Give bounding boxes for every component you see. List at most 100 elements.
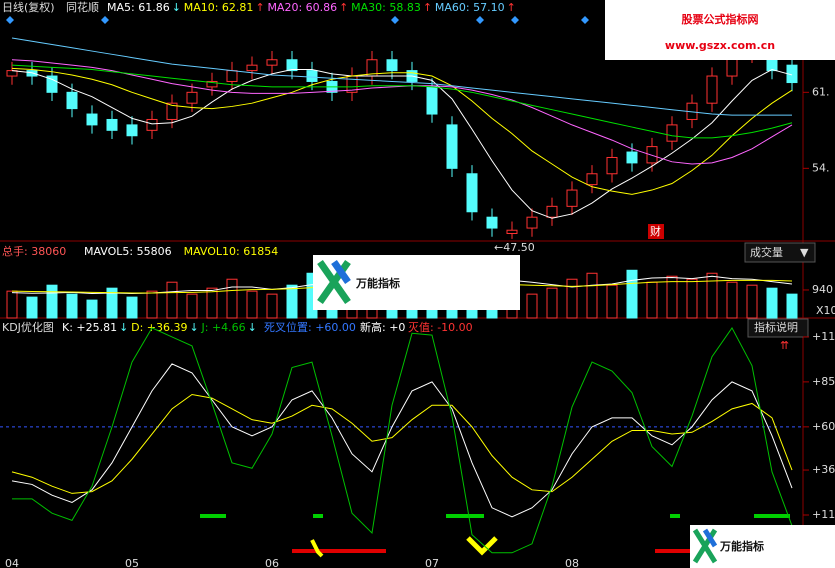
candle-body bbox=[26, 70, 38, 77]
volume-bar bbox=[166, 281, 178, 319]
signal bbox=[466, 536, 498, 556]
candle-body bbox=[246, 64, 258, 72]
volume-bar bbox=[246, 290, 258, 319]
candle-body bbox=[666, 124, 678, 142]
dropdown-icon: ▼ bbox=[800, 246, 809, 259]
y-tick-label: +36 bbox=[812, 463, 835, 476]
logo-text: 万能指标 bbox=[355, 276, 400, 290]
legend-entry: MAVOL5: 55806 bbox=[84, 245, 172, 258]
series-line bbox=[12, 326, 793, 554]
volume-bar bbox=[526, 293, 538, 319]
y-tick-label: +11 bbox=[812, 330, 835, 343]
candle-body bbox=[546, 205, 558, 218]
trend-arrow: ↑ bbox=[507, 1, 516, 14]
volume-bar bbox=[746, 284, 758, 319]
trend-arrow: ↑ bbox=[255, 1, 264, 14]
candle-body bbox=[506, 229, 518, 234]
volume-bar bbox=[206, 287, 218, 319]
logo-icon bbox=[702, 528, 718, 548]
logo-center: 万能指标 bbox=[313, 255, 520, 310]
volume-bar bbox=[226, 278, 238, 319]
trend-arrow: ↓ bbox=[248, 321, 257, 334]
signal-markers bbox=[200, 514, 790, 558]
candle-body bbox=[226, 70, 238, 82]
series-line bbox=[11, 68, 793, 219]
help-button[interactable]: 指标说明 bbox=[747, 318, 809, 338]
button-frame bbox=[747, 318, 809, 338]
legend-entry: MA30: 58.83 bbox=[351, 1, 421, 14]
volume-bar bbox=[6, 290, 18, 319]
legend-entry: MAVOL10: 61854 bbox=[184, 245, 279, 258]
logo-icon bbox=[331, 259, 351, 285]
logo-corner: 万能指标 bbox=[690, 525, 835, 568]
candle-body bbox=[466, 173, 478, 213]
candle-body bbox=[206, 80, 218, 88]
legend-entry: MA10: 62.81 bbox=[184, 1, 254, 14]
button-label: 成交量 bbox=[750, 245, 783, 259]
volume-bar bbox=[646, 281, 658, 319]
candle-body bbox=[606, 156, 618, 175]
candle-body bbox=[146, 118, 158, 131]
x-tick-label: 04 bbox=[5, 557, 19, 568]
x-tick-label: 08 bbox=[565, 557, 579, 568]
candle-body bbox=[106, 118, 118, 131]
series-line bbox=[11, 37, 792, 116]
volume-bar bbox=[786, 293, 798, 319]
annotation: ←47.50 bbox=[494, 241, 535, 254]
volume-bar bbox=[766, 287, 778, 319]
volume-bar bbox=[46, 284, 58, 319]
trend-arrow: ↓ bbox=[172, 1, 181, 14]
signal bbox=[310, 539, 324, 558]
volume-bar bbox=[106, 287, 118, 319]
series-line bbox=[11, 363, 793, 518]
chart-title: 日线(复权) bbox=[2, 0, 55, 14]
series-line bbox=[11, 64, 793, 139]
signal bbox=[655, 549, 695, 553]
candle-body bbox=[486, 216, 498, 229]
candle-body bbox=[646, 146, 658, 164]
diamond bbox=[6, 16, 14, 24]
candle-body bbox=[386, 59, 398, 72]
candle-body bbox=[706, 75, 718, 104]
candle-body bbox=[586, 173, 598, 186]
volume-bar bbox=[706, 272, 718, 319]
legend-entry: J: +4.66 bbox=[201, 321, 246, 334]
volume-bar bbox=[146, 290, 158, 319]
signal bbox=[292, 549, 386, 553]
legend-entry: K: +25.81 bbox=[62, 321, 117, 334]
volume-bar bbox=[286, 284, 298, 319]
legend-entry: MA60: 57.10 bbox=[435, 1, 505, 14]
y-unit: X10 bbox=[816, 304, 835, 317]
candle-body bbox=[306, 70, 318, 82]
legend-entry: MA20: 60.86 bbox=[267, 1, 337, 14]
watermark-url: www.gszx.com.cn bbox=[665, 39, 775, 52]
signal bbox=[754, 514, 790, 518]
signal bbox=[313, 514, 323, 518]
legend-entry: MA5: 61.86 bbox=[107, 1, 170, 14]
volume-bar bbox=[726, 281, 738, 319]
candle-body bbox=[186, 91, 198, 104]
volume-bar bbox=[66, 293, 78, 319]
signal bbox=[446, 514, 484, 518]
candle-body bbox=[166, 102, 178, 120]
dead-cross-label: 死叉位置: +60.00 bbox=[264, 320, 356, 334]
volume-bar bbox=[606, 284, 618, 319]
volume-bar bbox=[586, 272, 598, 319]
volume-bar bbox=[126, 296, 138, 319]
candle-body bbox=[86, 113, 98, 126]
x-tick-label: 06 bbox=[265, 557, 279, 568]
watermark-box bbox=[605, 0, 835, 60]
volume-bar bbox=[186, 293, 198, 319]
trend-arrow: ↓ bbox=[119, 321, 128, 334]
candle-body bbox=[126, 124, 138, 137]
diamond bbox=[511, 16, 519, 24]
y-tick-label: 61. bbox=[812, 85, 830, 98]
candle-body bbox=[286, 59, 298, 72]
indicator-button[interactable]: 成交量 ▼ bbox=[744, 242, 816, 263]
volume-bar bbox=[626, 269, 638, 319]
watermark: 股票公式指标网 www.gszx.com.cn bbox=[605, 0, 835, 60]
candle-body bbox=[66, 91, 78, 110]
button-label: 指标说明 bbox=[754, 320, 798, 334]
